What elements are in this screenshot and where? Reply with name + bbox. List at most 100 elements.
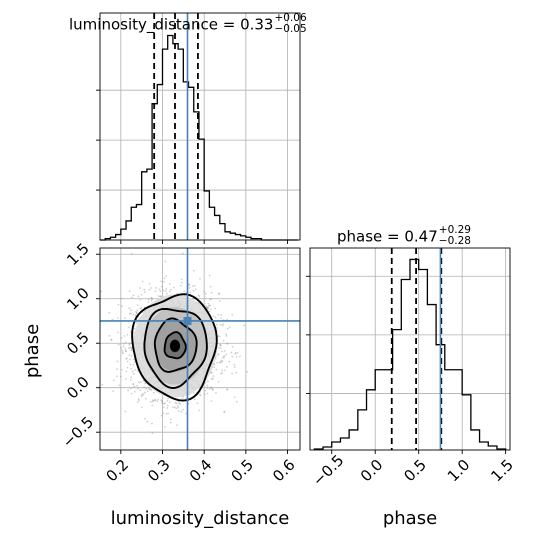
sample-point (136, 384, 138, 387)
sample-point (236, 400, 238, 403)
sample-point (222, 323, 225, 325)
sample-point (175, 402, 178, 405)
sample-point (125, 378, 127, 380)
sample-point (206, 308, 209, 311)
sample-point (206, 306, 208, 309)
sample-point (193, 398, 196, 401)
sample-point (226, 388, 228, 391)
sample-point (235, 355, 238, 358)
phase-x-axis-label: phase (383, 508, 437, 529)
sample-point (116, 331, 119, 334)
phase-title: phase = 0.47 +0.29 −0.28 (337, 224, 471, 248)
sample-point (208, 387, 211, 390)
sample-point (144, 382, 147, 385)
sample-point (138, 381, 141, 384)
sample-point (219, 344, 221, 347)
sample-point (188, 284, 190, 287)
sample-point (138, 399, 141, 402)
sample-point (128, 290, 131, 293)
sample-point (128, 343, 131, 346)
sample-point (233, 396, 236, 399)
panel-frame (99, 12, 301, 241)
title-plus-error: +0.29 (438, 224, 471, 236)
sample-point (133, 361, 136, 363)
sample-point (221, 360, 224, 363)
sample-point (180, 281, 183, 284)
sample-point (140, 307, 143, 310)
sample-point (168, 282, 171, 285)
sample-point (116, 360, 119, 363)
sample-point (215, 392, 217, 394)
sample-point (160, 285, 163, 288)
sample-point (221, 369, 223, 372)
sample-point (130, 253, 133, 255)
sample-point (123, 342, 126, 345)
sample-point (188, 283, 190, 286)
sample-point (163, 277, 166, 280)
sample-point (217, 353, 219, 355)
sample-point (219, 361, 222, 364)
title-median: 0.47 (404, 227, 438, 246)
sample-point (216, 361, 219, 364)
title-equals: = (382, 227, 405, 246)
sample-point (151, 404, 154, 407)
sample-point (183, 290, 186, 293)
sample-point (140, 293, 143, 296)
sample-point (110, 338, 113, 341)
sample-point (220, 359, 223, 362)
sample-point (151, 432, 154, 435)
sample-point (176, 292, 179, 295)
sample-point (225, 353, 228, 356)
sample-point (101, 383, 104, 386)
density-contour (131, 293, 218, 402)
sample-point (153, 399, 155, 402)
sample-point (166, 407, 169, 409)
sample-point (137, 398, 140, 401)
sample-point (221, 371, 223, 374)
sample-point (198, 393, 201, 396)
sample-point (208, 274, 211, 277)
sample-point (223, 410, 226, 413)
sample-point (209, 308, 212, 310)
sample-point (145, 387, 148, 390)
sample-point (215, 368, 218, 371)
sample-point (179, 402, 182, 405)
sample-point (132, 383, 135, 386)
sample-point (155, 286, 158, 289)
panel-frame (99, 247, 301, 451)
sample-point (130, 309, 132, 312)
panel-frame (309, 247, 511, 451)
sample-point (206, 380, 209, 383)
sample-point (160, 280, 163, 283)
phase-histogram-panel: −0.5 0.0 0.5 1.0 1.5 phase (306, 247, 517, 529)
sample-point (223, 411, 226, 413)
sample-point (212, 389, 214, 391)
sample-point (131, 370, 134, 373)
sample-point (133, 390, 136, 393)
x-tick-label: 0.5 (227, 456, 257, 486)
sample-point (164, 260, 167, 263)
sample-point (182, 252, 184, 255)
sample-point (132, 294, 135, 297)
sample-point (226, 366, 228, 368)
sample-point (160, 399, 163, 402)
sample-point (98, 315, 100, 317)
sample-point (125, 370, 128, 373)
sample-point (206, 384, 209, 387)
sample-point (223, 350, 226, 352)
sample-point (124, 410, 127, 413)
title-plus-error: +0.06 (274, 12, 307, 24)
sample-point (141, 392, 144, 395)
sample-point (115, 375, 118, 378)
x-tick-label: 0.2 (102, 456, 132, 486)
sample-point (171, 406, 174, 409)
sample-point (198, 295, 201, 298)
sample-point (223, 355, 226, 357)
sample-point (157, 398, 160, 401)
sample-point (164, 426, 166, 428)
sample-point (185, 412, 187, 415)
sample-point (125, 350, 127, 353)
sample-point (221, 356, 224, 359)
sample-point (121, 351, 124, 354)
sample-point (214, 316, 217, 319)
